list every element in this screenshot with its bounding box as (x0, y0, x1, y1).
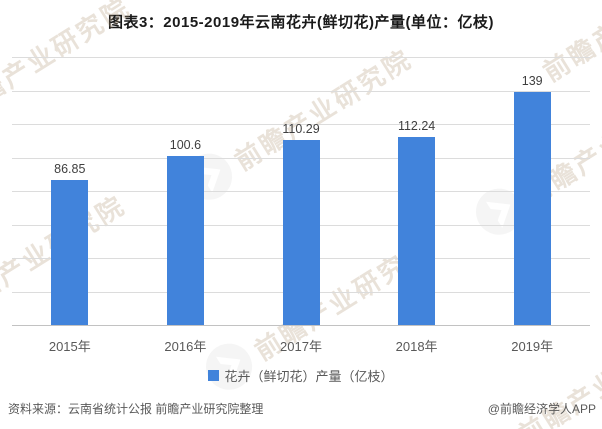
bar-value-label: 86.85 (54, 161, 86, 176)
x-axis-line (12, 325, 590, 326)
credit-note: @前瞻经济学人APP (487, 402, 596, 416)
bar-value-label: 139 (521, 74, 543, 89)
bar-2015年 (51, 179, 89, 325)
x-tick-label: 2015年 (48, 339, 91, 354)
chart-title: 图表3：2015-2019年云南花卉(鲜切花)产量(单位：亿枝) (107, 14, 495, 31)
legend-label: 花卉（鲜切花）产量（亿枝） (224, 369, 394, 384)
bar-value-label: 112.24 (397, 118, 436, 133)
source-note: 资料来源：云南省统计公报 前瞻产业研究院整理 (8, 402, 264, 416)
bar-2016年 (166, 156, 204, 325)
bar-2019年 (513, 92, 551, 325)
gridline (12, 90, 590, 92)
legend-swatch-icon (208, 370, 220, 381)
x-tick-label: 2018年 (395, 339, 438, 354)
x-tick-label: 2017年 (280, 339, 322, 354)
bar-2018年 (398, 136, 436, 325)
bar-2017年 (282, 140, 320, 325)
x-tick-label: 2019年 (511, 339, 554, 354)
bar-value-label: 110.29 (282, 122, 320, 137)
gridline (12, 57, 590, 58)
plot-area: 86.85 100.6 110.29 112.24 139 (12, 57, 590, 326)
gridline (12, 124, 590, 125)
chart-legend: 花卉（鲜切花）产量（亿枝） (0, 366, 602, 385)
x-tick-label: 2016年 (164, 339, 207, 354)
bar-value-label: 100.6 (169, 138, 202, 153)
